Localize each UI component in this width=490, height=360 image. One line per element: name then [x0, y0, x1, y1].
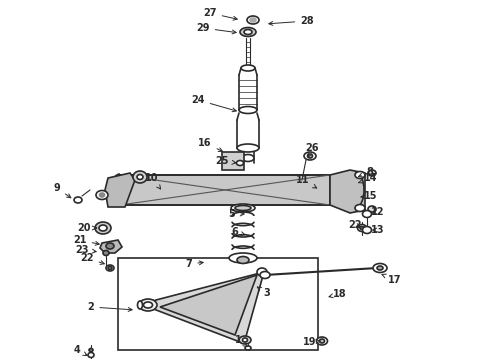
Ellipse shape [108, 266, 112, 270]
Polygon shape [143, 272, 264, 342]
Text: 29: 29 [196, 23, 236, 34]
Ellipse shape [247, 16, 259, 24]
Ellipse shape [368, 170, 376, 176]
Text: 15: 15 [361, 191, 378, 201]
Text: 16: 16 [198, 138, 222, 152]
Ellipse shape [239, 107, 257, 113]
Ellipse shape [237, 161, 244, 166]
Ellipse shape [368, 206, 376, 212]
Ellipse shape [244, 30, 252, 35]
Ellipse shape [106, 265, 114, 271]
Bar [222, 152, 244, 170]
Polygon shape [120, 175, 330, 205]
Ellipse shape [237, 256, 249, 264]
Ellipse shape [317, 337, 327, 345]
Ellipse shape [304, 152, 316, 160]
Text: 10: 10 [145, 173, 161, 189]
Ellipse shape [355, 171, 365, 179]
Text: 21: 21 [73, 235, 99, 245]
Ellipse shape [373, 264, 387, 273]
Text: 22: 22 [80, 253, 104, 264]
Ellipse shape [89, 348, 93, 351]
Text: 13: 13 [371, 225, 385, 235]
Ellipse shape [99, 225, 107, 231]
Ellipse shape [106, 243, 114, 249]
Ellipse shape [260, 271, 270, 279]
Ellipse shape [363, 226, 371, 234]
Ellipse shape [139, 299, 157, 311]
Ellipse shape [103, 251, 109, 256]
Ellipse shape [319, 339, 324, 343]
Ellipse shape [99, 193, 104, 197]
Ellipse shape [358, 225, 367, 231]
Ellipse shape [235, 206, 251, 211]
Ellipse shape [144, 302, 152, 308]
Ellipse shape [243, 338, 247, 342]
Polygon shape [330, 170, 365, 213]
Text: 14: 14 [359, 173, 378, 183]
Ellipse shape [242, 154, 254, 162]
Ellipse shape [377, 266, 383, 270]
Text: 18: 18 [329, 289, 347, 299]
Ellipse shape [257, 268, 267, 276]
Polygon shape [160, 275, 257, 335]
Ellipse shape [95, 222, 111, 234]
Text: 3: 3 [257, 287, 270, 298]
Ellipse shape [133, 171, 147, 183]
Ellipse shape [360, 226, 364, 230]
Text: 1: 1 [235, 335, 247, 346]
Text: 4: 4 [74, 345, 87, 355]
Text: 27: 27 [203, 8, 237, 20]
Text: 25: 25 [215, 156, 236, 166]
Text: 23: 23 [75, 245, 96, 255]
Ellipse shape [137, 175, 143, 180]
Text: 28: 28 [269, 16, 314, 26]
Ellipse shape [74, 197, 82, 203]
Text: 24: 24 [191, 95, 236, 112]
Ellipse shape [355, 204, 365, 211]
Text: 2: 2 [88, 302, 132, 312]
Text: 26: 26 [305, 143, 319, 157]
Text: 5: 5 [229, 209, 244, 219]
Ellipse shape [245, 346, 251, 350]
Ellipse shape [250, 18, 256, 22]
Text: 17: 17 [382, 274, 402, 285]
Ellipse shape [363, 211, 371, 217]
Ellipse shape [231, 204, 255, 212]
Ellipse shape [96, 190, 108, 199]
Ellipse shape [241, 65, 255, 71]
Text: 22: 22 [348, 220, 362, 230]
Bar [118, 258, 318, 350]
Text: 7: 7 [186, 259, 203, 269]
Text: 20: 20 [77, 223, 97, 233]
Ellipse shape [229, 253, 257, 263]
Text: 8: 8 [359, 167, 373, 177]
Ellipse shape [239, 336, 251, 344]
Polygon shape [100, 240, 122, 253]
Ellipse shape [88, 352, 94, 357]
Ellipse shape [237, 144, 259, 152]
Text: 6: 6 [232, 227, 245, 237]
Text: 11: 11 [296, 175, 317, 188]
Text: 19: 19 [303, 337, 320, 347]
Ellipse shape [308, 154, 313, 158]
Text: 9: 9 [53, 183, 71, 198]
Ellipse shape [240, 27, 256, 36]
Text: 12: 12 [371, 207, 385, 217]
Ellipse shape [138, 301, 143, 309]
Polygon shape [105, 173, 135, 207]
